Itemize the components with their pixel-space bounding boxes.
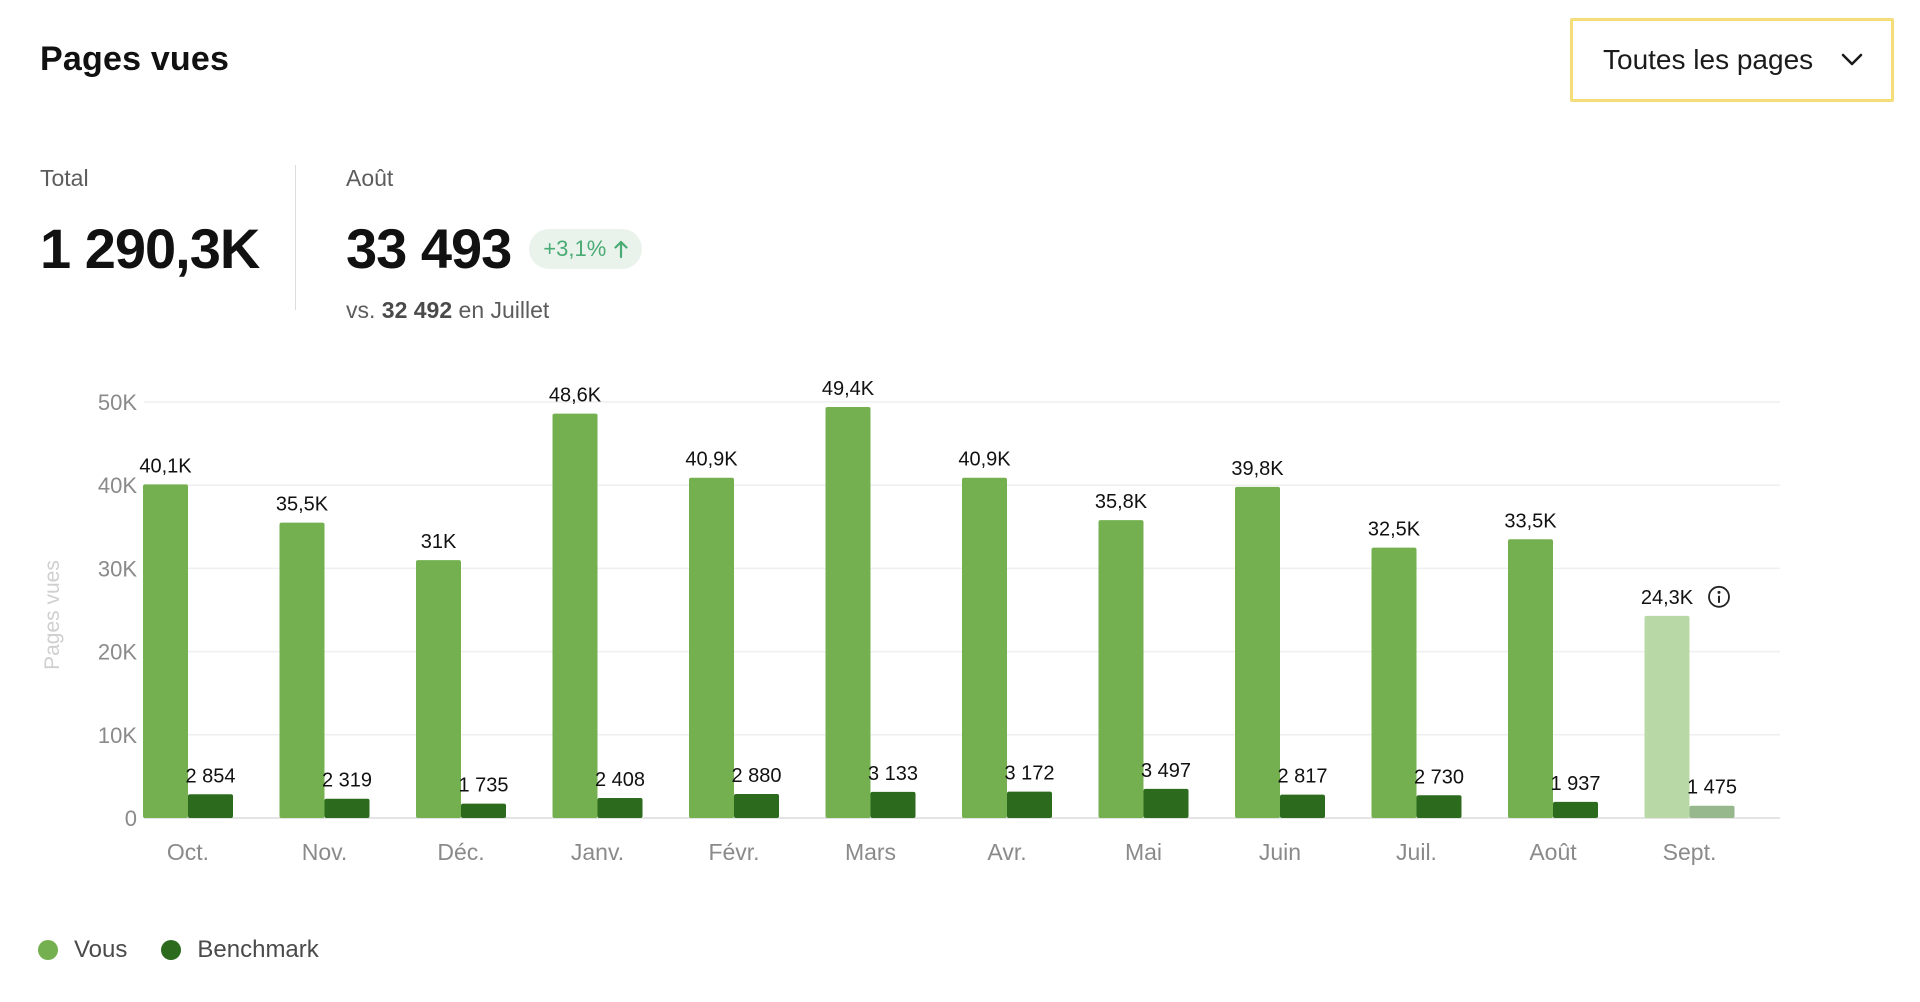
x-tick-label: Avr.: [987, 839, 1026, 865]
x-tick-label: Mai: [1125, 839, 1162, 865]
bar-benchmark: [1280, 794, 1325, 818]
bar-benchmark: [188, 794, 233, 818]
bar-vous: [552, 413, 598, 818]
data-label-vous: 35,5K: [276, 494, 329, 516]
data-label-vous: 24,3K: [1641, 587, 1694, 609]
bar-vous: [1098, 520, 1144, 818]
data-label-vous: 32,5K: [1368, 519, 1421, 541]
x-tick-label: Déc.: [437, 839, 484, 865]
data-label-benchmark: 2 319: [322, 770, 372, 792]
page-title: Pages vues: [40, 40, 230, 78]
data-label-vous: 39,8K: [1231, 458, 1284, 480]
bar-benchmark: [1689, 805, 1735, 818]
data-label-vous: 40,9K: [685, 449, 738, 471]
bar-benchmark: [734, 794, 779, 818]
kpi-month-value: 33 493: [346, 217, 512, 280]
data-label-benchmark: 3 497: [1141, 760, 1191, 782]
legend-item-benchmark[interactable]: Benchmark: [161, 936, 319, 964]
data-label-benchmark: 1 937: [1550, 773, 1600, 795]
page-filter-label: Toutes les pages: [1603, 44, 1814, 75]
bar-benchmark: [461, 803, 506, 818]
y-tick-label: 0: [125, 806, 137, 831]
comparison-suffix: en Juillet: [458, 297, 550, 323]
x-tick-label: Oct.: [167, 839, 209, 865]
bar-benchmark: [1143, 788, 1189, 818]
data-label-vous: 48,6K: [549, 385, 602, 407]
data-label-benchmark: 2 880: [731, 765, 781, 787]
legend-dot-benchmark: [161, 940, 182, 960]
y-tick-label: 40K: [98, 473, 137, 498]
bar-benchmark: [1553, 801, 1598, 818]
data-label-vous: 40,1K: [139, 455, 192, 477]
comparison-prefix: vs.: [346, 297, 376, 323]
kpi-month-label: Août: [346, 165, 394, 191]
kpi-total: Total 1 290,3K: [40, 165, 260, 281]
kpi-total-label: Total: [40, 165, 89, 191]
legend-label-vous: Vous: [74, 936, 128, 963]
bar-vous: [689, 477, 734, 818]
y-tick-label: 30K: [98, 556, 137, 581]
comparison-value: 32 492: [381, 297, 453, 323]
bar-vous: [143, 484, 188, 818]
x-tick-label: Nov.: [302, 839, 348, 865]
data-label-benchmark: 2 854: [185, 765, 235, 787]
data-label-benchmark: 1 735: [458, 775, 508, 797]
data-label-vous: 35,8K: [1095, 491, 1148, 513]
kpi-month: Août 33 493 +3,1% vs. 32 492 en Juillet: [346, 165, 643, 324]
data-label-benchmark: 3 133: [868, 763, 918, 785]
plot-left-edge: [0, 360, 143, 390]
arrow-up-icon: [614, 240, 628, 258]
y-tick-label: 10K: [98, 723, 137, 748]
data-label-benchmark: 2 408: [595, 769, 645, 791]
kpi-divider: [295, 165, 296, 310]
bar-vous: [416, 560, 461, 818]
x-tick-label: Janv.: [571, 839, 624, 865]
chart-legend: Vous Benchmark: [38, 936, 353, 964]
legend-dot-vous: [38, 940, 58, 960]
bar-benchmark: [870, 791, 916, 818]
data-label-vous: 40,9K: [958, 449, 1011, 471]
y-tick-label: 20K: [98, 640, 137, 665]
bar-vous: [1235, 486, 1280, 818]
pageviews-bar-chart: 0 10K 20K 30K 40K 50K Pages vues 40,1K 2 854 Oct.…: [0, 360, 1780, 865]
data-label-vous: 49,4K: [822, 378, 875, 400]
page-filter-dropdown[interactable]: Toutes les pages: [1570, 18, 1894, 102]
bar-benchmark: [324, 798, 370, 818]
bar-vous: [1371, 547, 1417, 818]
x-tick-label: Févr.: [708, 839, 759, 865]
bar-benchmark: [597, 797, 643, 818]
x-tick-label: Juil.: [1396, 839, 1437, 865]
legend-label-benchmark: Benchmark: [197, 936, 319, 963]
kpi-comparison: vs. 32 492 en Juillet: [346, 297, 642, 324]
bar-benchmark: [1007, 791, 1052, 818]
data-label-benchmark: 1 475: [1687, 777, 1737, 799]
x-tick-label: Sept.: [1663, 839, 1717, 865]
y-axis-title: Pages vues: [41, 560, 64, 670]
data-label-vous: 33,5K: [1504, 510, 1557, 532]
y-tick-label: 50K: [98, 390, 137, 415]
bar-vous: [1644, 615, 1690, 818]
chevron-down-icon: [1841, 53, 1863, 66]
x-tick-label: Mars: [845, 839, 896, 865]
delta-value: +3,1%: [543, 235, 607, 261]
kpi-total-value: 1 290,3K: [40, 217, 260, 280]
data-label-benchmark: 2 730: [1414, 766, 1464, 788]
legend-item-vous[interactable]: Vous: [38, 936, 127, 964]
bar-vous: [825, 406, 871, 818]
x-tick-label: Août: [1529, 839, 1577, 865]
bar-benchmark: [1416, 795, 1462, 818]
bar-vous: [279, 522, 325, 818]
bar-vous: [962, 477, 1007, 818]
data-label-vous: 31K: [421, 531, 457, 553]
info-icon[interactable]: [1708, 585, 1730, 608]
delta-badge: +3,1%: [529, 228, 643, 269]
bar-vous: [1508, 539, 1553, 818]
data-label-benchmark: 2 817: [1277, 766, 1327, 788]
x-tick-label: Juin: [1259, 839, 1301, 865]
data-label-benchmark: 3 172: [1004, 763, 1054, 785]
